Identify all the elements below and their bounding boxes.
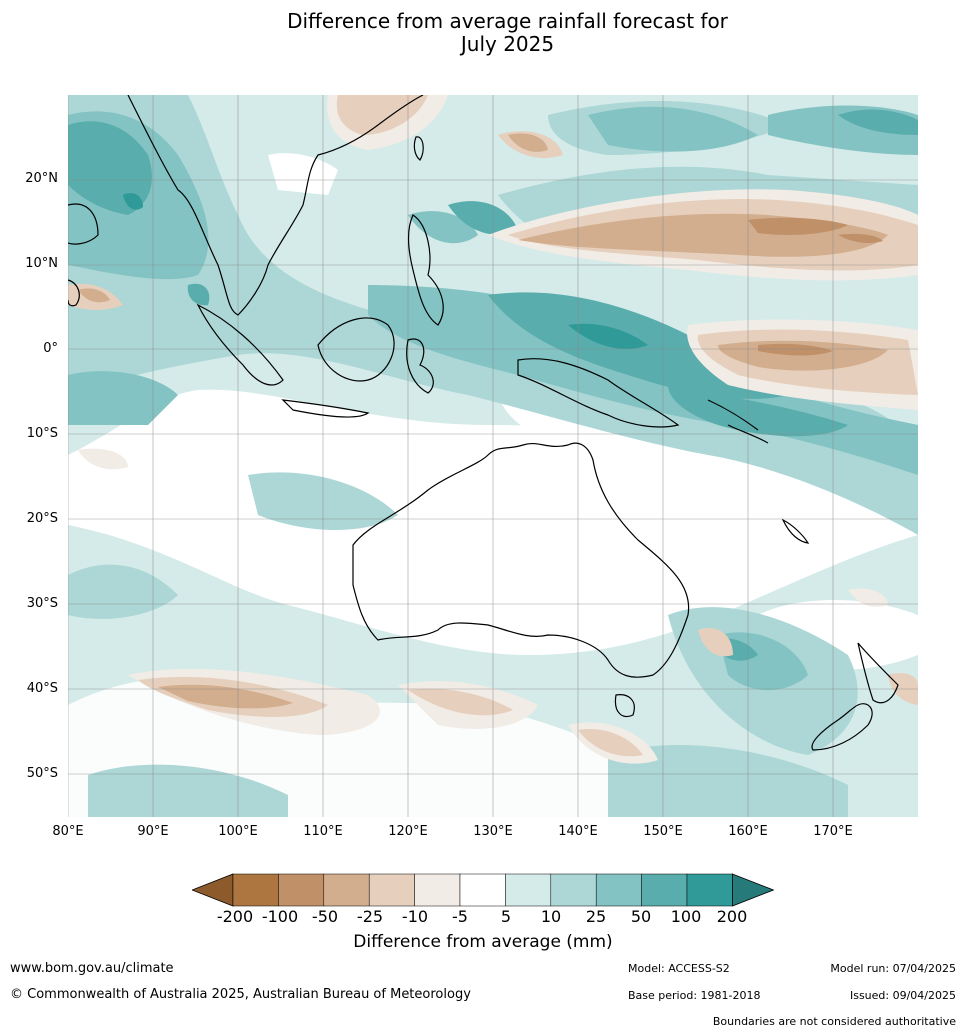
brown-50-100-regions xyxy=(748,217,883,356)
cbar-tick-10: 10 xyxy=(540,907,562,926)
lon-label-100e: 100°E xyxy=(218,824,258,839)
lat-label-40s: 40°S xyxy=(26,681,58,696)
sri-lanka-coastline xyxy=(68,279,80,307)
map-title-line1: Difference from average rainfall forecas… xyxy=(287,9,728,33)
sulawesi-coastline xyxy=(406,338,434,394)
lon-label-80e: 80°E xyxy=(52,824,84,839)
cbar-tick-neg10: -10 xyxy=(401,907,429,926)
graticule xyxy=(68,95,918,817)
lat-label-20s: 20°S xyxy=(26,511,58,526)
cbar-tick-5: 5 xyxy=(500,907,512,926)
footer-model: Model: ACCESS-S2 xyxy=(628,962,730,975)
coastlines xyxy=(68,95,899,751)
colorbar-cell xyxy=(414,873,461,907)
teal-100-200-regions xyxy=(123,193,648,349)
colorbar-cell xyxy=(278,873,325,907)
colorbar xyxy=(192,873,774,907)
cbar-tick-neg50: -50 xyxy=(311,907,339,926)
lon-label-120e: 120°E xyxy=(388,824,428,839)
borneo-coastline xyxy=(317,317,395,382)
solomon-islands-coastline xyxy=(707,399,769,444)
footer-issued: Issued: 09/04/2025 xyxy=(849,989,956,1002)
indochina-coastline xyxy=(127,95,424,316)
taiwan-coastline xyxy=(413,136,424,161)
lat-label-20n: 20°N xyxy=(25,171,58,186)
lat-label-0: 0° xyxy=(43,341,58,356)
colorbar-cell xyxy=(459,873,506,907)
australia-coastline xyxy=(352,442,690,678)
new-caledonia-coastline xyxy=(781,518,810,544)
map-svg xyxy=(68,95,918,817)
colorbar-cell xyxy=(550,873,597,907)
lon-label-150e: 150°E xyxy=(643,824,683,839)
footer-website: www.bom.gov.au/climate xyxy=(10,961,174,976)
nz-south-island xyxy=(811,703,873,751)
colorbar-title: Difference from average (mm) xyxy=(353,932,613,952)
tasmania-coastline xyxy=(614,694,635,718)
cbar-tick-neg25: -25 xyxy=(356,907,384,926)
cbar-tick-50: 50 xyxy=(630,907,652,926)
cbar-tick-25: 25 xyxy=(585,907,607,926)
colorbar-cell xyxy=(595,873,642,907)
sumatra-coastline xyxy=(196,303,284,386)
colorbar-cell xyxy=(368,873,415,907)
colorbar-cell xyxy=(641,873,688,907)
footer-model-run: Model run: 07/04/2025 xyxy=(830,962,956,975)
new-guinea-coastline xyxy=(517,358,680,428)
footer-disclaimer: Boundaries are not considered authoritat… xyxy=(712,1015,956,1028)
rainfall-map xyxy=(68,95,918,817)
india-coastline xyxy=(68,203,99,245)
colorbar-cell xyxy=(686,873,733,907)
lon-label-140e: 140°E xyxy=(558,824,598,839)
cbar-tick-neg200: -200 xyxy=(216,907,254,926)
colorbar-cell xyxy=(505,873,552,907)
footer-copyright: © Commonwealth of Australia 2025, Austra… xyxy=(10,987,471,1002)
cbar-tick-200: 200 xyxy=(716,907,748,926)
lon-label-90e: 90°E xyxy=(137,824,169,839)
cbar-tick-neg100: -100 xyxy=(261,907,299,926)
lon-label-110e: 110°E xyxy=(303,824,343,839)
colorbar-cell-extend-low xyxy=(192,873,234,907)
map-title-line2: July 2025 xyxy=(460,32,555,56)
map-title: Difference from average rainfall forecas… xyxy=(0,10,965,56)
nz-north-island xyxy=(857,642,899,704)
lon-label-170e: 170°E xyxy=(813,824,853,839)
cbar-tick-neg5: -5 xyxy=(452,907,468,926)
colorbar-cell xyxy=(323,873,370,907)
lat-label-10n: 10°N xyxy=(25,256,58,271)
lat-label-10s: 10°S xyxy=(26,426,58,441)
lat-label-30s: 30°S xyxy=(26,596,58,611)
philippines-coastline xyxy=(407,214,444,326)
lat-label-50s: 50°S xyxy=(26,766,58,781)
footer-base-period: Base period: 1981-2018 xyxy=(628,989,761,1002)
lon-label-160e: 160°E xyxy=(728,824,768,839)
lon-label-130e: 130°E xyxy=(473,824,513,839)
colorbar-cell xyxy=(232,873,279,907)
cbar-tick-100: 100 xyxy=(670,907,702,926)
java-coastline xyxy=(281,399,370,418)
colorbar-cell-extend-high xyxy=(732,873,774,907)
